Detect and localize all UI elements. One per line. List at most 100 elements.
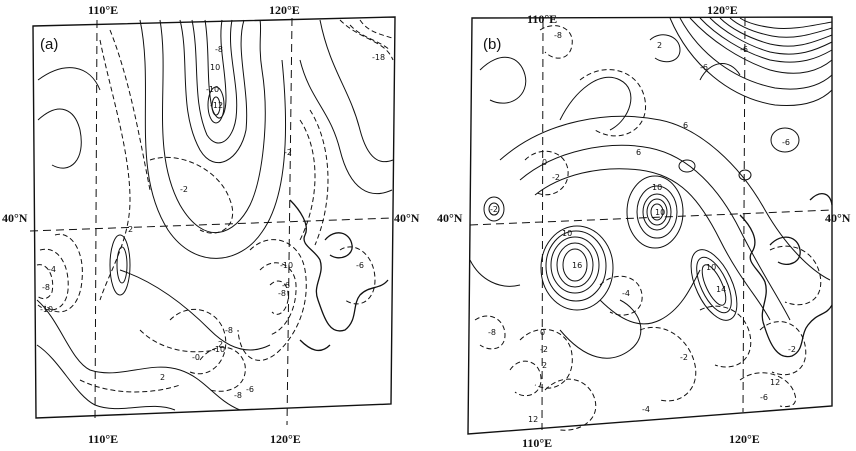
panel-b-bottom-lon-right: 120°E xyxy=(729,432,760,446)
panel-b-top-lon-right: 120°E xyxy=(707,3,738,17)
contour-label: 10 xyxy=(652,183,662,192)
panel-a-dashed-contour xyxy=(37,248,69,311)
panel-a-dashed-contour xyxy=(139,329,216,353)
contour-label: -8 xyxy=(225,326,233,335)
panel-a-dashed-contour xyxy=(44,233,83,313)
panel-b-contour xyxy=(626,175,684,249)
contour-label: -2 xyxy=(284,148,292,157)
panel-b-coastline xyxy=(739,214,833,358)
contour-label: 6 xyxy=(636,148,641,157)
contour-label: -0 xyxy=(192,353,200,362)
panel-a-meridian-110 xyxy=(94,19,98,421)
panel-b-contour xyxy=(599,269,701,325)
panel-b-contour xyxy=(719,17,833,47)
contour-label: -2 xyxy=(552,173,560,182)
panel-a-contour xyxy=(36,344,176,411)
panel-b-contour xyxy=(562,248,588,282)
panel-a-contour xyxy=(116,246,128,284)
panel-b-contour xyxy=(770,127,800,153)
contour-label: 12 xyxy=(770,378,780,387)
contour-label: -8 xyxy=(234,391,242,400)
panel-b-dashed-contour xyxy=(739,372,797,408)
contour-label: -2 xyxy=(680,353,688,362)
panel-a-contour xyxy=(299,59,393,195)
panel-a-meridian-120 xyxy=(286,17,293,426)
panel-a-dashed-contour xyxy=(309,109,329,246)
panel-b-contour xyxy=(679,17,833,90)
panel-b-dashed-contour xyxy=(639,326,697,402)
panel-a-dashed-contour xyxy=(237,239,307,361)
contour-label: -2 xyxy=(540,345,548,354)
contour-label: -10 xyxy=(206,85,219,94)
panel-a-dashed-contour xyxy=(79,379,181,393)
panel-b-lat-left: 40°N xyxy=(437,211,463,225)
panel-b-contour xyxy=(519,144,791,321)
panel-b-coastline xyxy=(769,236,801,265)
panel-a-contour xyxy=(109,234,131,296)
panel-b-frame xyxy=(467,16,833,435)
panel-b-contour xyxy=(540,225,614,311)
panel-b-contour xyxy=(479,56,527,104)
panel-a-dashed-contour xyxy=(269,280,289,315)
contour-label: -4 xyxy=(622,289,630,298)
panel-b-contour xyxy=(738,169,752,181)
panel-b-contour xyxy=(699,63,741,81)
panel-b-dashed-contour xyxy=(699,305,752,368)
panel-b-contour xyxy=(646,198,668,226)
contour-label: -18 xyxy=(372,53,385,62)
panel-b-contour xyxy=(483,196,505,222)
panel-b-bottom-lon-left: 110°E xyxy=(522,436,553,450)
panel-b-contour xyxy=(642,193,672,231)
panel-b-contour xyxy=(469,259,521,287)
panel-a-tag: (a) xyxy=(40,36,59,53)
panel-b-dashed-contour xyxy=(769,245,822,306)
panel-b-contour xyxy=(696,256,732,314)
panel-a-coastline xyxy=(299,339,331,352)
panel-b-dashed-contour xyxy=(474,315,506,350)
contour-label: -2 xyxy=(788,345,796,354)
contour-label: -8 xyxy=(215,45,223,54)
panel-b-dashed-contour xyxy=(579,69,646,137)
contour-label: -6 xyxy=(782,138,790,147)
panel-b-contour xyxy=(678,159,696,173)
panel-b-parallel-40 xyxy=(469,209,833,226)
panel-b-contour xyxy=(488,202,500,216)
contour-label: 6 xyxy=(683,121,688,130)
contour-label: 2 xyxy=(657,41,662,50)
panel-a-map: -8 -10 10 -12 -18 -2 2 -2 -10 -6 -4 -8 -… xyxy=(29,16,396,426)
panel-b-contour xyxy=(650,203,664,221)
contour-label: -6 xyxy=(356,261,364,270)
panel-b-contour xyxy=(669,17,833,107)
panel-a-dashed-contour xyxy=(36,264,54,300)
panel-b-meridian-110 xyxy=(541,19,544,431)
panel-a-contour xyxy=(37,67,101,91)
contour-label: -2 xyxy=(490,205,498,214)
panel-a-parallel-40 xyxy=(29,217,394,232)
panel-a-lat-right: 40°N xyxy=(394,211,420,225)
panel-a-dashed-contour xyxy=(109,29,151,191)
panel-b-contour xyxy=(636,185,678,239)
contour-label: -2 xyxy=(180,185,188,194)
contour-label: 2 xyxy=(128,225,133,234)
panel-a-dashed-contour xyxy=(199,346,246,392)
contour-label: 2 xyxy=(542,361,547,370)
panel-b-contour-labels: -8 2 -6 -6 6 -2 0 6 -6 10 10 -2 10 16 10… xyxy=(488,31,796,424)
contour-label: 2 xyxy=(218,340,223,349)
panel-b-contour xyxy=(534,168,771,321)
contour-label: 0 xyxy=(542,158,547,167)
panel-a-lat-left: 40°N xyxy=(2,211,28,225)
contour-label: -10 xyxy=(40,305,53,314)
panel-b-contour xyxy=(550,236,600,294)
panel-b-contour xyxy=(689,17,833,74)
panel-a-contour xyxy=(119,269,271,351)
panel-b-dashed-contour xyxy=(509,360,542,397)
panel-a-contour xyxy=(37,108,82,169)
panel-b-contour xyxy=(690,249,738,321)
panel-a-dashed-contour xyxy=(99,39,131,301)
panel-b-contour xyxy=(729,17,833,38)
contour-label: -8 xyxy=(42,283,50,292)
panel-b-tag: (b) xyxy=(483,36,502,53)
contour-label: -8 xyxy=(278,289,286,298)
panel-b-dashed-contour xyxy=(519,328,573,389)
